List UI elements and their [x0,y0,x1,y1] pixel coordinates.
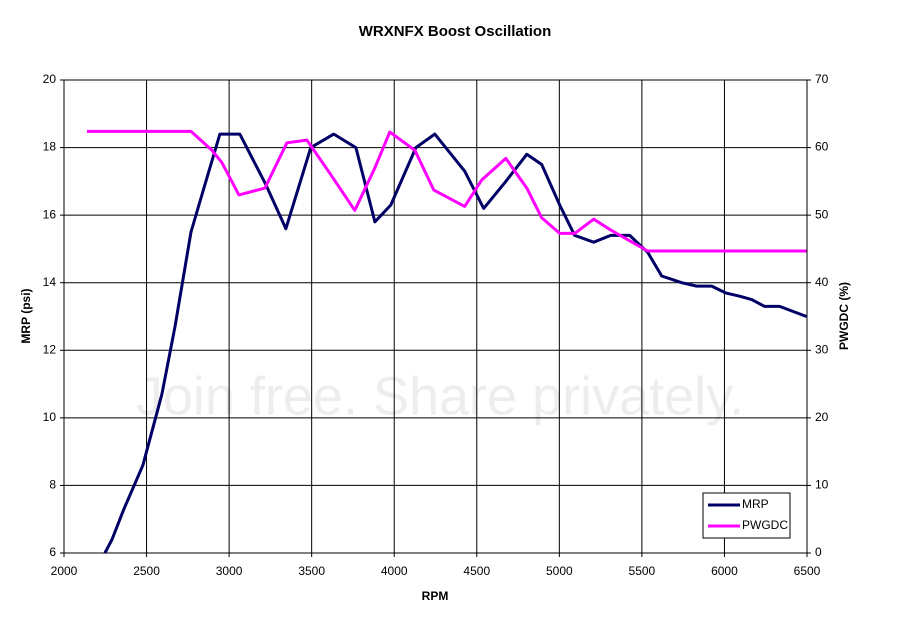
y2-tick-label: 30 [815,342,829,356]
y2-tick-label: 60 [815,140,829,154]
y-tick-label: 20 [43,72,57,86]
y2-tick-label: 50 [815,207,829,221]
legend-label: MRP [742,497,769,511]
x-tick-label: 6500 [794,564,821,578]
x-tick-label: 5000 [546,564,573,578]
legend-label: PWGDC [742,518,788,532]
y-tick-label: 8 [49,478,56,492]
y-axis-title: MRP (psi) [19,288,33,343]
x-tick-label: 4000 [381,564,408,578]
plot-border [63,79,808,554]
y-tick-label: 18 [43,140,57,154]
x-tick-label: 2500 [133,564,160,578]
y2-tick-label: 10 [815,478,829,492]
legend-box [702,492,791,539]
y-tick-label: 6 [49,545,56,559]
y2-tick-label: 0 [815,545,822,559]
x-tick-label: 3000 [216,564,243,578]
y-tick-label: 10 [43,410,57,424]
x-tick-label: 4500 [463,564,490,578]
y2-axis-title: PWGDC (%) [837,282,851,350]
x-tick-label: 6000 [711,564,738,578]
x-tick-label: 2000 [51,564,78,578]
y2-tick-label: 20 [815,410,829,424]
watermark: Join free. Share privately. [136,366,744,426]
y-tick-label: 14 [43,275,57,289]
y2-tick-label: 40 [815,275,829,289]
x-tick-label: 5500 [629,564,656,578]
y-tick-label: 16 [43,207,57,221]
y2-tick-label: 70 [815,72,829,86]
x-axis-title: RPM [422,589,449,603]
series-line [87,129,807,253]
x-tick-label: 3500 [298,564,325,578]
y-tick-label: 12 [43,342,57,356]
chart-title: WRXNFX Boost Oscillation [359,23,552,40]
